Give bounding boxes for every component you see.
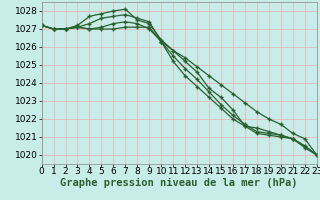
X-axis label: Graphe pression niveau de la mer (hPa): Graphe pression niveau de la mer (hPa) (60, 178, 298, 188)
